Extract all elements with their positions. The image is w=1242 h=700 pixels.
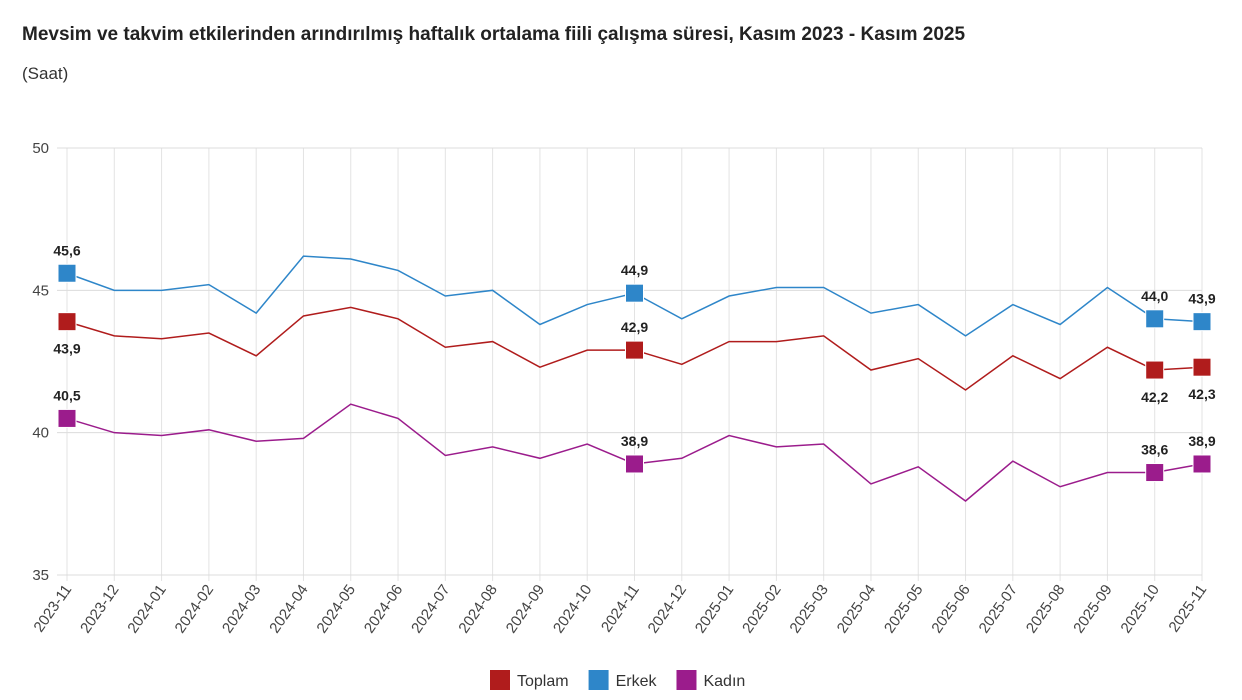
legend-swatch-erkek	[588, 670, 609, 690]
legend-swatch-toplam	[490, 670, 510, 690]
x-tick-label: 2024-11	[598, 582, 643, 636]
x-tick-label: 2025-02	[739, 582, 785, 637]
data-point-marker	[1145, 309, 1165, 329]
data-label: 38,6	[1141, 442, 1168, 458]
x-tick-label: 2024-10	[550, 582, 596, 637]
data-label: 42,9	[621, 319, 648, 335]
x-tick-label: 2024-07	[408, 582, 454, 637]
data-label: 45,6	[53, 242, 80, 258]
data-point-marker	[625, 283, 644, 303]
x-tick-label: 2025-10	[1117, 582, 1163, 637]
y-tick-label: 45	[32, 282, 49, 299]
x-tick-label: 2025-01	[692, 582, 738, 637]
data-point-marker	[1192, 357, 1212, 377]
data-point-marker	[57, 408, 77, 428]
x-tick-label: 2024-01	[124, 582, 170, 637]
data-point-marker	[625, 454, 644, 474]
chart-title: Mevsim ve takvim etkilerinden arındırılm…	[22, 24, 966, 45]
y-tick-label: 50	[32, 140, 49, 157]
data-label: 44,0	[1141, 288, 1168, 304]
data-label: 44,9	[621, 262, 648, 278]
data-point-marker	[1192, 454, 1212, 474]
legend-label-kadın: Kadın	[703, 673, 745, 690]
x-tick-label: 2024-12	[645, 582, 691, 637]
x-tick-label: 2024-03	[219, 582, 265, 637]
data-label: 42,3	[1188, 386, 1215, 402]
x-tick-label: 2024-04	[266, 582, 312, 637]
x-tick-label: 2024-08	[455, 582, 501, 637]
x-tick-label: 2025-04	[834, 582, 880, 637]
x-tick-label: 2025-09	[1070, 582, 1116, 637]
data-label: 38,9	[1188, 433, 1215, 449]
data-point-marker	[57, 312, 77, 332]
x-tick-label: 2025-11	[1165, 582, 1210, 636]
legend-label-erkek: Erkek	[616, 673, 658, 690]
x-tick-label: 2025-06	[928, 582, 974, 637]
y-tick-label: 40	[32, 425, 49, 442]
x-tick-label: 2025-05	[881, 582, 927, 637]
x-tick-label: 2024-06	[361, 582, 407, 637]
data-point-marker	[1145, 360, 1165, 380]
data-label: 38,9	[621, 433, 648, 449]
legend-swatch-kadın	[676, 670, 697, 690]
data-point-marker	[625, 340, 644, 360]
x-tick-label: 2023-11	[30, 582, 75, 636]
x-tick-label: 2025-03	[786, 582, 832, 637]
data-label: 43,9	[1188, 291, 1215, 307]
data-point-marker	[57, 263, 77, 283]
data-point-marker	[1192, 312, 1212, 332]
data-label: 43,9	[53, 341, 80, 357]
x-tick-label: 2024-05	[314, 582, 360, 637]
legend-label-toplam: Toplam	[517, 673, 569, 690]
x-tick-label: 2024-09	[503, 582, 549, 637]
x-tick-label: 2025-08	[1023, 582, 1069, 637]
data-label: 42,2	[1141, 389, 1168, 405]
x-tick-label: 2025-07	[976, 582, 1022, 637]
y-tick-label: 35	[32, 567, 49, 584]
data-point-marker	[1145, 463, 1165, 483]
chart-subtitle: (Saat)	[22, 64, 69, 83]
x-tick-label: 2023-12	[77, 582, 123, 637]
data-label: 40,5	[53, 387, 80, 403]
x-tick-label: 2024-02	[172, 582, 218, 637]
